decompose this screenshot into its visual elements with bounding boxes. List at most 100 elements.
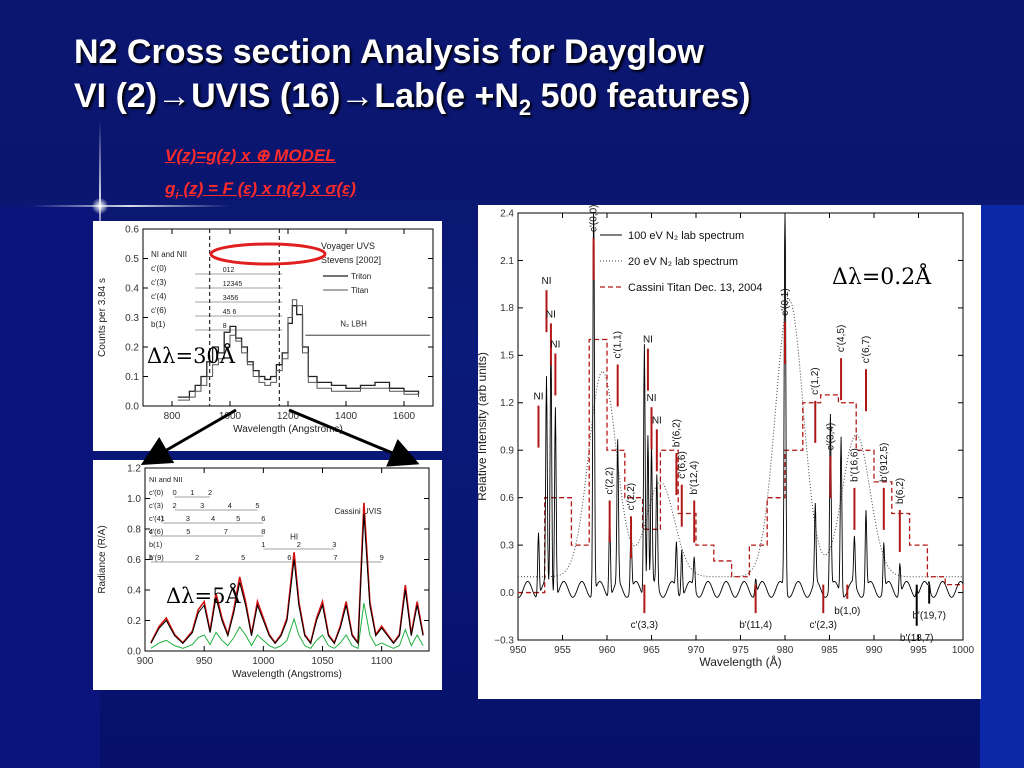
y-tick-label: 0.3 bbox=[125, 313, 139, 324]
x-tick-label: 1000 bbox=[952, 645, 975, 656]
cassini-chart-panel: 900 950 1000 1050 1100 0.0 0.2 0.4 0.6 0.8 1.0 1.2 W… bbox=[93, 460, 442, 690]
band-numbers: 45 6 bbox=[223, 309, 237, 316]
band-label: c'(6) bbox=[151, 306, 167, 315]
title-line-2-b: 500 features) bbox=[531, 77, 751, 115]
band-label: c'(6) bbox=[149, 527, 164, 536]
band-number: 1 bbox=[161, 514, 165, 523]
line-label-below: b(1,0) bbox=[834, 606, 860, 617]
band-number: 3 bbox=[186, 514, 190, 523]
y-tick-label: 0.0 bbox=[127, 646, 141, 657]
x-tick-label: 1050 bbox=[311, 656, 334, 667]
slide-title: N2 Cross section Analysis for Dayglow VI… bbox=[74, 30, 750, 130]
line-label-below: c'(3,3) bbox=[631, 620, 658, 631]
band-label: b(1) bbox=[151, 320, 166, 329]
legend-subtitle: Stevens [2002] bbox=[321, 255, 381, 265]
y-axis-label: Radiance (R/A) bbox=[97, 525, 108, 593]
line-label: b'(6,2) bbox=[671, 419, 682, 447]
line-label: c'(1,2) bbox=[810, 367, 821, 394]
x-tick-label: 960 bbox=[599, 645, 616, 656]
x-tick-label: 900 bbox=[137, 656, 154, 667]
band-numbers: 012 bbox=[223, 267, 235, 274]
title-line-2-sub: 2 bbox=[518, 94, 532, 120]
line-label: c'(3,4) bbox=[825, 423, 836, 450]
band-numbers: 8 bbox=[223, 323, 227, 330]
band-number: 0 bbox=[172, 488, 176, 497]
band-label: c'(4) bbox=[151, 292, 167, 301]
lens-flare-horizontal bbox=[30, 205, 230, 207]
lab-chart-panel: 950 955 960 965 970 975 980 985 990 995 1000 −0.3 0.… bbox=[478, 205, 981, 699]
x-tick-label: 1200 bbox=[277, 411, 300, 422]
band-number: 1 bbox=[149, 553, 153, 562]
y-axis-label: Relative Intensity (arb units) bbox=[478, 352, 489, 501]
band-number: 9 bbox=[380, 553, 384, 562]
line-label: NI bbox=[546, 309, 556, 320]
formula-2-sub: i bbox=[175, 187, 179, 202]
y-axis-label: Counts per 3.84 s bbox=[97, 278, 108, 357]
lens-flare-vertical bbox=[99, 120, 101, 270]
x-tick-label: 1000 bbox=[219, 411, 242, 422]
band-number: 7 bbox=[224, 527, 228, 536]
formula-2-b: (z) = F (ε) x n(z) x σ(ε) bbox=[178, 179, 356, 198]
line-label: c'(4,5) bbox=[836, 325, 847, 352]
x-tick-label: 965 bbox=[643, 645, 660, 656]
line-label: c'(1,1) bbox=[613, 331, 624, 358]
x-tick-label: 800 bbox=[164, 411, 181, 422]
band-number: 8 bbox=[261, 527, 265, 536]
line-label: b(6,2) bbox=[895, 478, 906, 504]
title-line-2: VI (2)→UVIS (16)→Lab(e +N2 500 features) bbox=[74, 74, 750, 130]
x-axis-label: Wavelength (Angstroms) bbox=[232, 669, 342, 680]
resolution-label-lab: Δλ=0.2Å bbox=[832, 265, 932, 290]
y-tick-label: 1.5 bbox=[500, 351, 514, 362]
y-tick-label: 1.0 bbox=[127, 494, 141, 505]
band-number: 4 bbox=[149, 527, 153, 536]
hi-label: HI bbox=[290, 533, 298, 542]
line-label: NI bbox=[647, 393, 657, 404]
y-tick-label: 0.6 bbox=[125, 224, 139, 235]
band-number: 5 bbox=[241, 553, 245, 562]
line-label: NI bbox=[541, 276, 551, 287]
band-label: c'(3) bbox=[149, 501, 164, 510]
x-tick-label: 1000 bbox=[252, 656, 275, 667]
band-number: 4 bbox=[228, 501, 232, 510]
x-axis-label: Wavelength (Angstroms) bbox=[233, 424, 343, 435]
slide-header-band bbox=[0, 0, 1024, 200]
series-observed bbox=[150, 513, 424, 645]
y-tick-label: 0.5 bbox=[125, 254, 139, 265]
x-tick-label: 1600 bbox=[393, 411, 416, 422]
series-titan bbox=[177, 299, 419, 401]
band-number: 4 bbox=[211, 514, 215, 523]
y-tick-label: 2.1 bbox=[500, 256, 514, 267]
line-label: c'(0,1) bbox=[780, 288, 791, 315]
lbh-label: N₂ LBH bbox=[340, 319, 367, 328]
zoom-arrow-right bbox=[288, 408, 420, 467]
chart-title: Cassini UVIS bbox=[334, 507, 381, 516]
x-axis-label: Wavelength (Å) bbox=[699, 654, 781, 669]
band-number: 3 bbox=[332, 540, 336, 549]
y-tick-label: 0.6 bbox=[500, 493, 514, 504]
y-tick-label: 0.0 bbox=[125, 401, 139, 412]
y-tick-label: 0.0 bbox=[500, 588, 514, 599]
legend-entry-titan: Titan bbox=[351, 286, 369, 295]
band-number: 1 bbox=[261, 540, 265, 549]
y-tick-label: 1.2 bbox=[127, 463, 141, 474]
y-tick-label: 0.8 bbox=[127, 524, 141, 535]
x-tick-label: 995 bbox=[910, 645, 927, 656]
line-label: c'(6,6) bbox=[677, 451, 688, 478]
band-numbers: 12345 bbox=[223, 281, 243, 288]
line-label: c'(6,7) bbox=[861, 336, 872, 363]
series-100ev-lab bbox=[517, 212, 964, 598]
band-number: 2 bbox=[195, 553, 199, 562]
resolution-label-cassini: Δλ=5Å bbox=[166, 584, 241, 608]
band-label: NI and NII bbox=[149, 475, 183, 484]
band-label: c'(4) bbox=[149, 514, 164, 523]
band-label: c'(0) bbox=[149, 488, 164, 497]
x-tick-label: 975 bbox=[732, 645, 749, 656]
band-number: 6 bbox=[287, 553, 291, 562]
legend-entry-100ev: 100 eV N₂ lab spectrum bbox=[628, 230, 744, 242]
line-label: NI bbox=[652, 415, 662, 426]
band-numbers: 3456 bbox=[223, 295, 239, 302]
x-tick-label: 1100 bbox=[371, 656, 393, 667]
band-number: 1 bbox=[190, 488, 194, 497]
x-tick-label: 955 bbox=[554, 645, 571, 656]
resolution-label-voyager: Δλ=30Å bbox=[147, 344, 235, 368]
